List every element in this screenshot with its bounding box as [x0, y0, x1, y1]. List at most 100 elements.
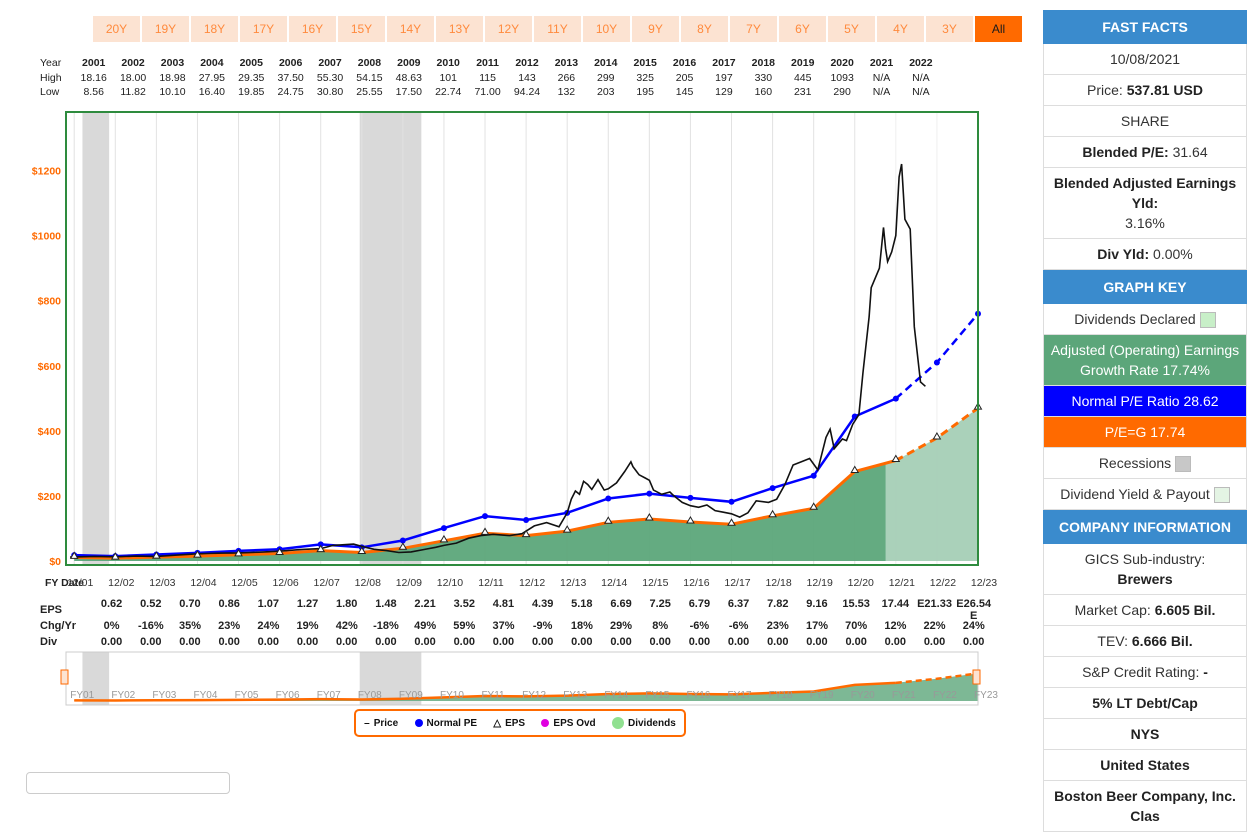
div-cell: 0.00 — [257, 636, 280, 648]
range-button-15y[interactable]: 15Y — [338, 16, 385, 42]
hl-high-cell: N/A — [872, 71, 891, 84]
key-div-yield[interactable]: Dividend Yield & Payout — [1043, 479, 1247, 510]
hl-year-cell: 2016 — [672, 57, 697, 70]
hl-high-cell: 205 — [675, 71, 694, 84]
range-button-4y[interactable]: 4Y — [877, 16, 924, 42]
hl-high-cell: 115 — [479, 71, 496, 84]
range-button-3y[interactable]: 3Y — [926, 16, 973, 42]
estimate-overlay — [885, 112, 978, 565]
recession-band — [82, 112, 110, 565]
mini-peg-line — [74, 681, 896, 702]
eps-marker — [357, 546, 367, 555]
key-growth-rate[interactable]: Adjusted (Operating) Earnings Growth Rat… — [1043, 335, 1247, 386]
legend-normal-pe[interactable]: Normal PE — [414, 718, 477, 729]
magenta-dot-icon — [541, 719, 550, 727]
legend-eps-label: EPS — [505, 717, 526, 729]
eps-cell: 5.18 — [571, 598, 593, 610]
legend-eps-ovd[interactable]: EPS Ovd — [541, 717, 596, 729]
hl-high-cell: 18.16 — [80, 71, 107, 84]
range-button-10y[interactable]: 10Y — [583, 16, 630, 42]
mini-fy-label: FY10 — [440, 690, 464, 701]
hl-year-cell: 2006 — [278, 57, 303, 70]
legend-price[interactable]: – Price — [364, 717, 399, 729]
hl-high-cell: N/A — [912, 71, 930, 84]
range-button-20y[interactable]: 20Y — [93, 16, 140, 42]
chg-cell: 24% — [962, 620, 985, 632]
chg-cell: 24% — [257, 620, 280, 632]
key-recessions[interactable]: Recessions — [1043, 448, 1247, 479]
credit-label: S&P Credit Rating: — [1082, 664, 1200, 680]
mini-fy-label: FY21 — [892, 690, 916, 701]
hl-year-row: Year 2001 2002 2003 2004 2005 2006 2007 2008 200… — [40, 56, 941, 71]
mini-left-handle[interactable] — [60, 669, 69, 685]
chg-cell: -6% — [728, 620, 749, 632]
range-selector: 20Y 19Y 18Y 17Y 16Y 15Y 14Y 13Y 12Y 11Y 10Y 9Y 8Y 7Y 6… — [93, 16, 1022, 42]
range-button-14y[interactable]: 14Y — [387, 16, 434, 42]
hl-year-cell: 2019 — [791, 57, 815, 70]
country-value: United States — [1100, 757, 1190, 773]
hl-low-cell: 71.00 — [474, 86, 501, 99]
key-normal-pe[interactable]: Normal P/E Ratio 28.62 — [1043, 386, 1247, 417]
eps-marker — [686, 515, 695, 524]
hl-low-cell: 160 — [754, 86, 773, 99]
range-button-8y[interactable]: 8Y — [681, 16, 728, 42]
mini-fy-label: FY09 — [399, 690, 423, 701]
range-button-11y[interactable]: 11Y — [534, 16, 581, 42]
range-button-7y[interactable]: 7Y — [730, 16, 777, 42]
legend-dividends[interactable]: Dividends — [611, 717, 676, 729]
hl-year-cell: 2008 — [357, 57, 382, 70]
facts-gics: GICS Sub-industry: Brewers — [1043, 544, 1247, 595]
mcap-label: Market Cap: — [1074, 602, 1151, 618]
hl-year-cell: 2017 — [712, 57, 736, 70]
hl-high-cell: 27.95 — [198, 71, 225, 84]
x-tick-label: 12/17 — [724, 577, 750, 589]
gics-label: GICS Sub-industry: — [1084, 551, 1206, 567]
range-button-16y[interactable]: 16Y — [289, 16, 336, 42]
earnings-area — [74, 408, 978, 561]
hl-low-cell: 16.40 — [198, 86, 225, 99]
normal-pe-point — [892, 395, 899, 402]
range-button-18y[interactable]: 18Y — [191, 16, 238, 42]
mini-right-handle[interactable] — [972, 669, 981, 685]
x-tick-label: 12/12 — [519, 577, 545, 589]
eps-cell: 1.48 — [375, 598, 397, 610]
chg-cell: 29% — [610, 620, 633, 632]
hl-low-cell: 11.82 — [120, 86, 146, 99]
normal-pe-point — [810, 472, 817, 479]
range-button-9y[interactable]: 9Y — [632, 16, 679, 42]
range-button-13y[interactable]: 13Y — [436, 16, 483, 42]
div-cell: 0.00 — [218, 636, 240, 648]
fast-facts-title: FAST FACTS — [1043, 10, 1247, 44]
mini-fy-label: FY12 — [522, 690, 546, 701]
facts-share-button[interactable]: SHARE — [1043, 106, 1247, 137]
x-tick-label: 12/22 — [930, 577, 956, 589]
fast-graph-chart: $0 $200 $400 $600 $800 $1000 $1200 FY Date12/01… — [32, 111, 998, 706]
range-button-12y[interactable]: 12Y — [485, 16, 532, 42]
triangle-icon: △ — [493, 717, 502, 729]
chg-cell: 70% — [845, 620, 868, 632]
bottom-scrollbar[interactable] — [26, 772, 230, 794]
range-button-17y[interactable]: 17Y — [240, 16, 287, 42]
x-tick-label: 12/21 — [889, 577, 915, 589]
eps-marker — [850, 465, 860, 474]
eps-cell: 6.69 — [610, 598, 632, 610]
x-tick-label: 12/11 — [478, 577, 504, 589]
key-peg[interactable]: P/E=G 17.74 — [1043, 417, 1247, 448]
mini-fy-label: FY18 — [769, 690, 793, 701]
hl-low-label: Low — [40, 86, 60, 99]
range-button-5y[interactable]: 5Y — [828, 16, 875, 42]
div-cell: 0.00 — [531, 636, 554, 648]
range-button-all[interactable]: All — [975, 16, 1022, 42]
hl-high-cell: 37.50 — [277, 71, 304, 84]
hl-low-cell: 195 — [636, 86, 654, 99]
legend-eps[interactable]: △ EPS — [493, 718, 525, 729]
range-button-6y[interactable]: 6Y — [779, 16, 826, 42]
x-tick-label: 12/07 — [314, 577, 340, 589]
legend-eps-ovd-label: EPS Ovd — [553, 717, 596, 729]
key-dividends[interactable]: Dividends Declared — [1043, 304, 1247, 335]
blended-yld-value: 3.16% — [1125, 215, 1165, 231]
div-row: Div 0.00 0.00 0.00 0.00 0.00 0.00 0.00 0.00 0.00… — [40, 634, 993, 650]
eps-marker — [152, 551, 161, 559]
div-cell: 0.00 — [453, 636, 475, 648]
range-button-19y[interactable]: 19Y — [142, 16, 189, 42]
